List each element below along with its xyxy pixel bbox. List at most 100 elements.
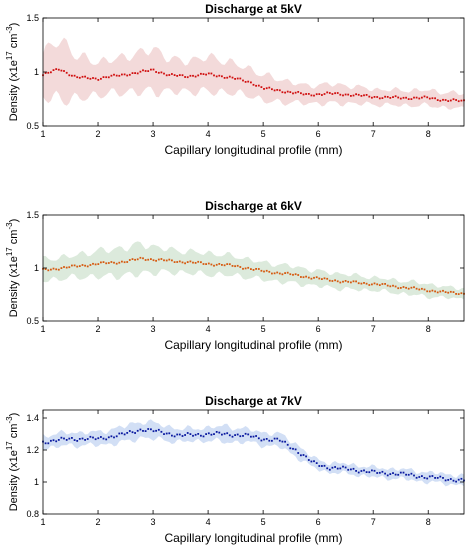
data-point	[444, 99, 447, 101]
data-point	[89, 264, 92, 266]
data-point	[297, 91, 300, 93]
data-point	[102, 76, 105, 78]
data-point	[392, 96, 394, 98]
data-point	[81, 264, 84, 266]
data-point	[202, 263, 205, 265]
data-point	[336, 467, 339, 470]
data-point	[347, 468, 350, 471]
data-point	[328, 468, 331, 471]
data-point	[292, 273, 294, 276]
data-point	[63, 266, 65, 268]
data-point	[305, 93, 307, 95]
data-point	[155, 259, 157, 262]
data-point	[310, 277, 313, 280]
data-point	[165, 74, 168, 77]
data-point	[231, 265, 234, 267]
data-point	[371, 283, 373, 286]
data-point	[402, 286, 405, 288]
data-point	[155, 71, 157, 73]
data-point	[350, 281, 352, 284]
data-point	[368, 284, 371, 286]
data-point	[194, 433, 197, 436]
data-point	[181, 74, 184, 77]
chart-title: Discharge at 5kV	[205, 2, 302, 16]
data-point	[50, 71, 52, 74]
data-point	[397, 473, 400, 476]
uncertainty-band	[43, 37, 464, 110]
data-point	[139, 70, 142, 73]
data-point	[92, 262, 94, 265]
data-point	[126, 261, 129, 263]
data-point	[399, 287, 402, 289]
data-point	[176, 75, 179, 77]
data-point	[331, 93, 334, 95]
data-point	[189, 260, 192, 263]
data-point	[307, 459, 310, 461]
chart-title: Discharge at 6kV	[205, 199, 302, 213]
data-point	[189, 433, 192, 435]
data-point	[57, 68, 60, 71]
data-point	[342, 94, 344, 97]
y-label-superscript: 17	[5, 247, 14, 256]
y-axis-label: Density (x1e17 cm-3)	[5, 413, 20, 512]
data-point	[144, 259, 147, 261]
data-point	[71, 437, 73, 439]
data-point	[139, 256, 142, 259]
data-point	[236, 433, 239, 436]
y-tick-label: 1.5	[26, 13, 39, 23]
data-point	[110, 435, 113, 438]
data-point	[426, 477, 429, 480]
data-point	[60, 267, 63, 269]
data-point	[452, 291, 455, 293]
data-point	[97, 79, 100, 81]
data-point	[247, 266, 250, 269]
data-point	[405, 96, 407, 99]
data-point	[389, 473, 392, 475]
data-point	[234, 78, 236, 80]
data-point	[278, 272, 281, 275]
x-tick-label: 8	[426, 324, 431, 334]
data-point	[160, 71, 163, 74]
data-point	[286, 90, 289, 93]
data-point	[205, 73, 207, 76]
data-point	[302, 93, 305, 96]
data-point	[439, 99, 442, 102]
data-point	[131, 431, 134, 434]
data-point	[207, 432, 210, 435]
x-tick-label: 5	[261, 129, 266, 139]
data-point	[176, 261, 179, 263]
y-label-superscript: -3	[5, 222, 14, 230]
data-point	[365, 471, 368, 473]
axes-box	[42, 409, 465, 515]
data-point	[186, 76, 189, 79]
data-point	[63, 437, 65, 440]
data-point	[342, 465, 344, 468]
data-point	[247, 433, 250, 436]
data-point	[84, 439, 86, 441]
data-point	[363, 469, 365, 472]
y-tick-label: 1.5	[26, 210, 39, 220]
data-point	[397, 96, 400, 99]
data-point	[144, 70, 147, 72]
data-point	[381, 470, 384, 473]
data-point	[205, 433, 207, 435]
data-point	[418, 476, 421, 478]
y-label-text: )	[8, 413, 20, 417]
data-point	[128, 430, 131, 432]
data-point	[210, 433, 213, 436]
y-label-text: )	[8, 219, 20, 223]
x-tick-label: 4	[206, 129, 211, 139]
data-point	[350, 468, 352, 471]
data-point	[431, 289, 434, 292]
data-point	[305, 275, 307, 278]
data-point	[326, 91, 329, 94]
data-point	[276, 271, 279, 274]
data-point	[110, 74, 113, 77]
y-label-superscript: -3	[5, 416, 14, 424]
data-point	[92, 436, 94, 439]
data-point	[134, 72, 136, 74]
data-point	[226, 76, 229, 79]
data-point	[323, 464, 326, 467]
data-point	[244, 81, 247, 83]
